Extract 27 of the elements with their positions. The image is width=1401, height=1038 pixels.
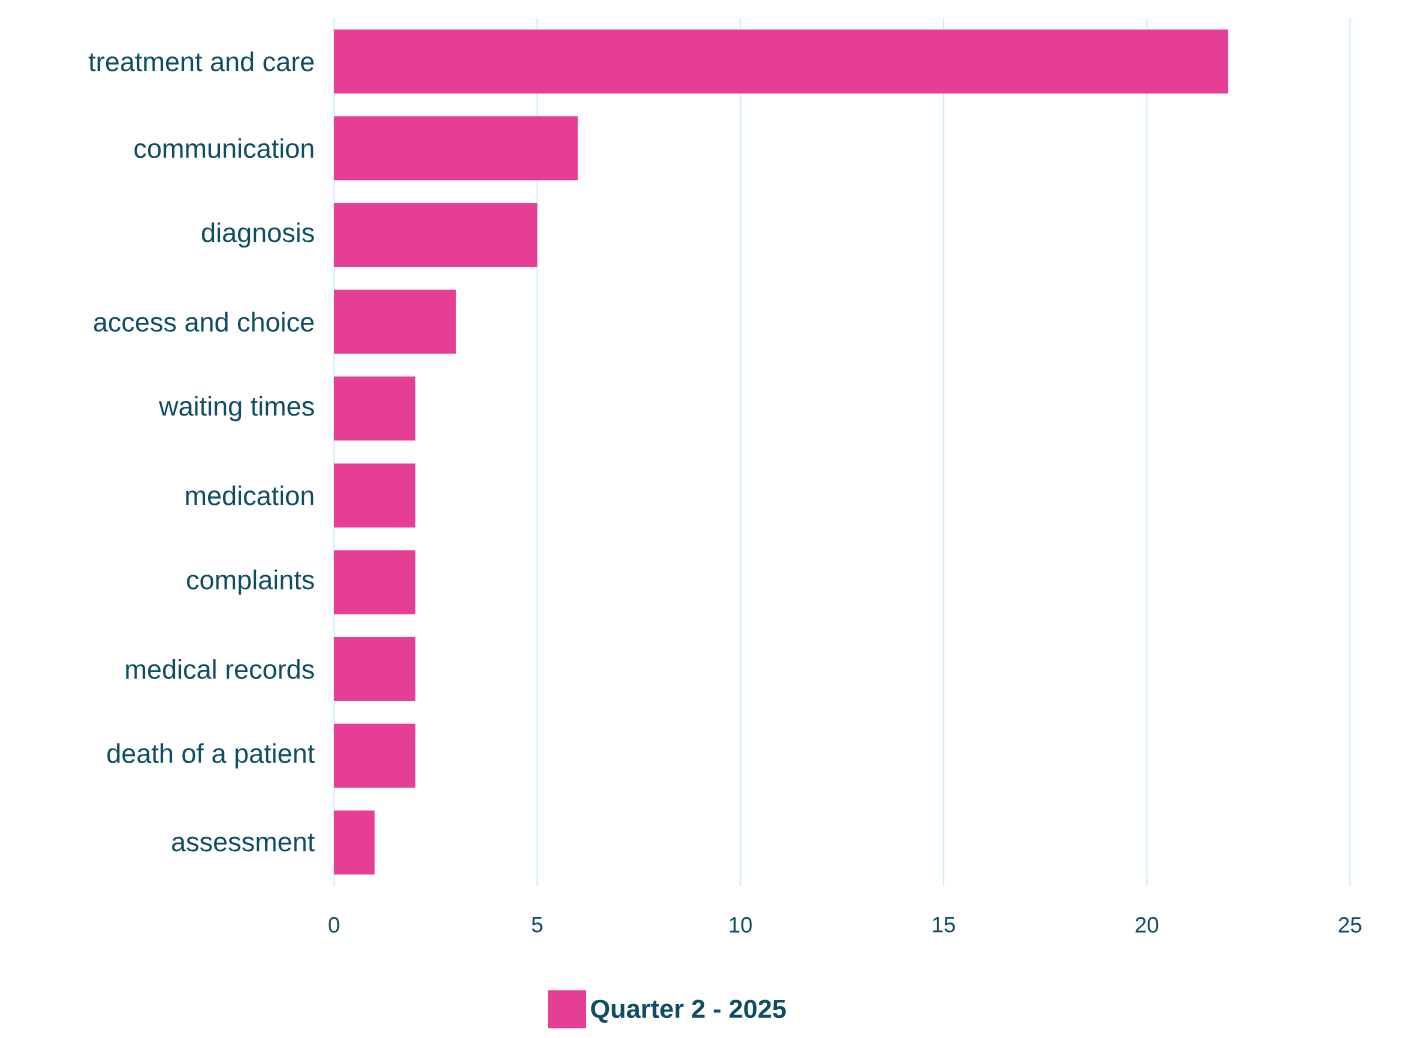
y-tick-label: access and choice [93,311,314,332]
bar [334,289,456,354]
bar [334,116,578,181]
y-tick-label: communication [134,138,314,159]
bar [334,723,416,788]
x-tick-label: 15 [933,917,955,933]
x-tick-label: 10 [729,917,752,933]
x-tick-label: 0 [328,917,340,933]
x-tick-label: 25 [1338,917,1362,933]
y-tick-label: medication [186,485,314,506]
x-tick-label: 5 [531,917,543,933]
y-tick-label: waiting times [158,396,314,422]
y-tick-label: assessment [172,833,315,852]
bar [334,29,1229,94]
bar [334,463,416,528]
y-tick-label: death of a patient [107,743,315,769]
bar [334,810,375,875]
bar [334,202,538,267]
legend-label: Quarter 2 - 2025 [591,999,786,1023]
bar [334,637,416,701]
y-tick-label: complaints [187,569,314,595]
x-tick-label: 20 [1135,917,1159,933]
bar [334,550,416,615]
bar [334,376,416,441]
y-tick-label: diagnosis [201,222,314,248]
y-tick-label: treatment and care [88,51,314,72]
y-tick-label: medical records [126,659,314,679]
